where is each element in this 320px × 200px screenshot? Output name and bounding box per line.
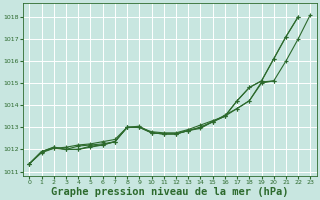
X-axis label: Graphe pression niveau de la mer (hPa): Graphe pression niveau de la mer (hPa): [51, 186, 289, 197]
